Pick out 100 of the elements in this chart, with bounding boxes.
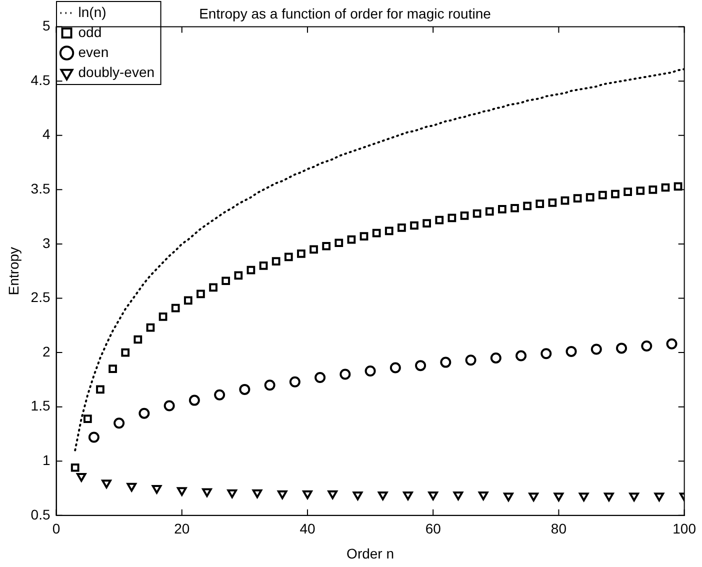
point [184, 296, 192, 305]
point [302, 490, 312, 500]
point [390, 362, 401, 374]
y-tick-label: 4 [42, 126, 50, 142]
y-tick-label: 3.5 [30, 180, 50, 197]
y-axis-title: Entropy [5, 246, 22, 296]
point [277, 490, 288, 500]
point [171, 304, 180, 312]
point [70, 463, 80, 472]
point [465, 354, 476, 366]
point [415, 360, 426, 372]
point [138, 408, 150, 419]
point [297, 250, 306, 258]
point [422, 219, 431, 228]
point [674, 182, 682, 191]
x-tick-label: 0 [52, 520, 60, 537]
point [435, 216, 444, 224]
point [146, 323, 155, 332]
point [590, 344, 602, 355]
point [246, 266, 256, 274]
point [196, 290, 205, 298]
point [378, 492, 388, 500]
point [328, 490, 338, 500]
point [453, 492, 464, 500]
point [548, 198, 557, 207]
point [611, 190, 620, 198]
point [334, 238, 344, 248]
point [478, 492, 488, 500]
chart-title: Entropy as a function of order for magic routine [199, 5, 492, 22]
point [152, 485, 162, 494]
point [314, 372, 326, 384]
point [102, 480, 112, 488]
point [560, 196, 570, 205]
point [598, 190, 607, 200]
point [88, 432, 100, 443]
point [209, 283, 218, 292]
y-tick-label: 2 [42, 343, 50, 360]
point [114, 418, 125, 429]
point [504, 492, 514, 502]
point [322, 242, 331, 250]
x-tick-label: 60 [425, 520, 442, 537]
point [398, 223, 406, 232]
point [352, 492, 363, 500]
point [666, 338, 678, 350]
point [654, 492, 664, 502]
y-tick-label: 4.5 [30, 72, 50, 88]
point [158, 312, 168, 321]
x-axis-title: Order n [346, 545, 394, 562]
point [472, 209, 482, 218]
x-tick-label: 40 [300, 520, 316, 537]
point [629, 492, 639, 502]
y-tick-label: 1.5 [30, 398, 50, 414]
point [536, 200, 544, 208]
point [176, 487, 187, 496]
point [460, 212, 469, 220]
legend-label: doubly-even [78, 64, 155, 80]
point [554, 492, 564, 502]
point [264, 380, 276, 391]
point [76, 473, 86, 482]
point [310, 245, 318, 254]
point [490, 352, 502, 364]
point [164, 400, 175, 412]
point [227, 489, 238, 498]
point [259, 261, 268, 270]
point [364, 365, 376, 376]
y-tick-label: 0.5 [30, 506, 50, 522]
point [410, 221, 418, 230]
point [448, 214, 456, 222]
point [284, 252, 293, 262]
point [252, 489, 262, 498]
y-tick-label: 1 [42, 452, 50, 468]
point [340, 368, 351, 380]
point [586, 193, 594, 202]
legend-label: odd [78, 24, 102, 40]
point [202, 488, 212, 498]
point [485, 207, 494, 216]
point [214, 389, 226, 400]
point [510, 204, 519, 212]
point [188, 394, 200, 406]
point [372, 228, 381, 238]
point [578, 492, 589, 502]
point [384, 226, 394, 236]
y-tick-label: 5 [42, 18, 50, 34]
point [636, 186, 645, 195]
point [289, 376, 300, 388]
point [523, 202, 532, 210]
point [616, 342, 628, 354]
point [573, 194, 582, 203]
point [347, 235, 356, 244]
point [528, 492, 538, 502]
point [661, 183, 670, 192]
point [121, 348, 130, 357]
point [222, 276, 230, 286]
point [403, 492, 413, 500]
point [83, 414, 92, 423]
x-tick-label: 100 [672, 520, 696, 537]
point [360, 232, 368, 241]
point [239, 384, 250, 395]
point [540, 348, 552, 360]
point [272, 257, 280, 266]
